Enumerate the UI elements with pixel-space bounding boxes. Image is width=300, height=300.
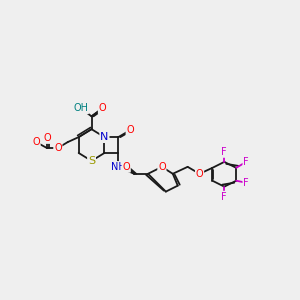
Text: F: F — [243, 157, 249, 167]
Text: O: O — [158, 162, 166, 172]
Text: N: N — [100, 132, 109, 142]
Text: S: S — [88, 156, 95, 166]
Text: O: O — [32, 137, 40, 147]
Text: F: F — [243, 178, 249, 188]
Text: OH: OH — [73, 103, 88, 113]
Text: O: O — [126, 125, 134, 135]
Text: NH: NH — [111, 162, 126, 172]
Text: O: O — [54, 143, 62, 153]
Text: F: F — [221, 192, 227, 202]
Text: O: O — [43, 133, 51, 143]
Text: O: O — [196, 169, 203, 179]
Text: O: O — [122, 162, 130, 172]
Text: F: F — [221, 147, 227, 157]
Text: O: O — [99, 103, 106, 113]
